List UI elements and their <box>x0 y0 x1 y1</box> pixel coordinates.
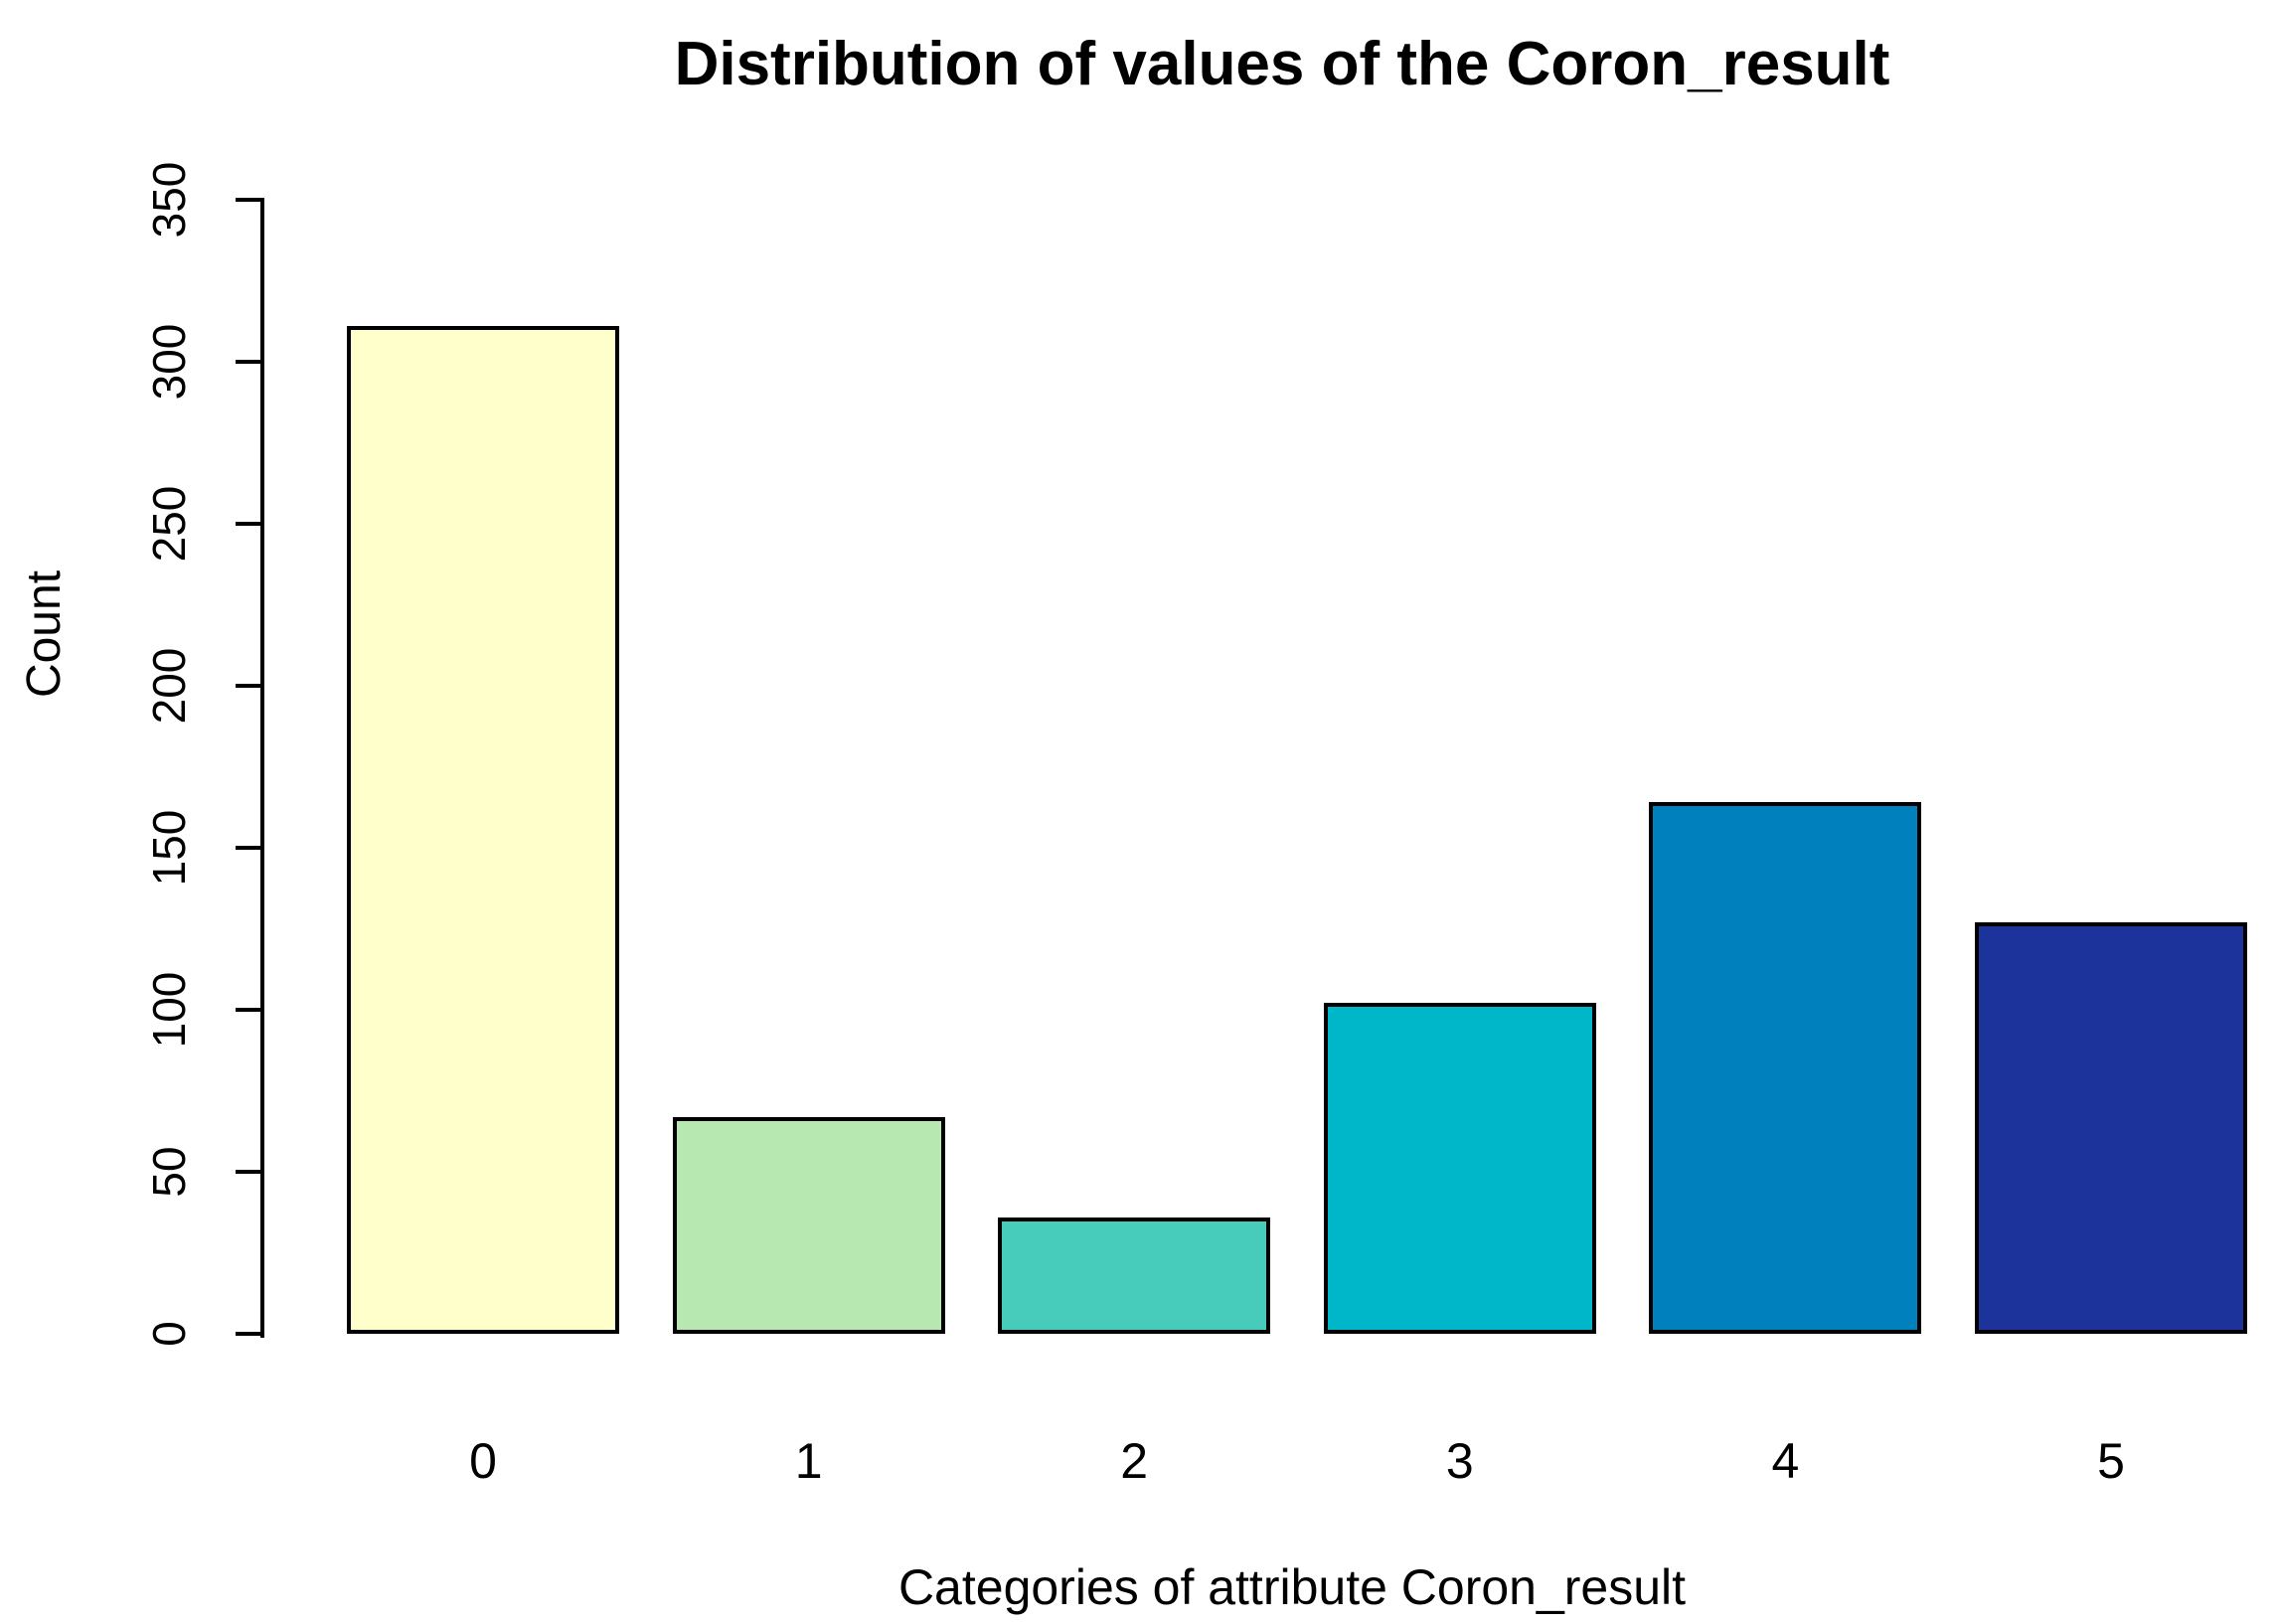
chart-title: Distribution of values of the Coron_resu… <box>674 30 1890 98</box>
y-tick-mark-300 <box>236 360 263 364</box>
bar-category-0 <box>347 326 619 1334</box>
x-tick-label-1: 1 <box>794 1433 823 1489</box>
y-tick-mark-100 <box>236 1008 263 1012</box>
bar-category-4 <box>1649 802 1922 1334</box>
bar-category-2 <box>998 1217 1271 1334</box>
y-tick-label-300: 300 <box>143 323 195 401</box>
x-tick-label-4: 4 <box>1771 1433 1800 1489</box>
x-tick-label-5: 5 <box>2097 1433 2125 1489</box>
bar-category-5 <box>1975 921 2247 1334</box>
y-tick-label-50: 50 <box>143 1146 195 1198</box>
y-tick-mark-350 <box>236 198 263 202</box>
y-tick-label-350: 350 <box>143 161 195 239</box>
y-tick-label-250: 250 <box>143 485 195 563</box>
y-tick-mark-0 <box>236 1332 263 1336</box>
y-tick-mark-50 <box>236 1170 263 1174</box>
x-tick-label-2: 2 <box>1120 1433 1149 1489</box>
y-tick-mark-200 <box>236 684 263 688</box>
y-tick-mark-150 <box>236 846 263 850</box>
y-axis-line <box>260 198 264 1338</box>
y-tick-label-100: 100 <box>143 971 195 1049</box>
bar-category-1 <box>672 1116 945 1334</box>
y-tick-label-0: 0 <box>143 1321 195 1347</box>
x-tick-label-3: 3 <box>1445 1433 1474 1489</box>
y-tick-label-200: 200 <box>143 647 195 725</box>
x-axis-title: Categories of attribute Coron_result <box>897 1559 1687 1615</box>
bar-category-3 <box>1323 1003 1596 1334</box>
y-tick-label-150: 150 <box>143 809 195 887</box>
y-tick-mark-250 <box>236 522 263 526</box>
x-tick-label-0: 0 <box>469 1433 497 1489</box>
